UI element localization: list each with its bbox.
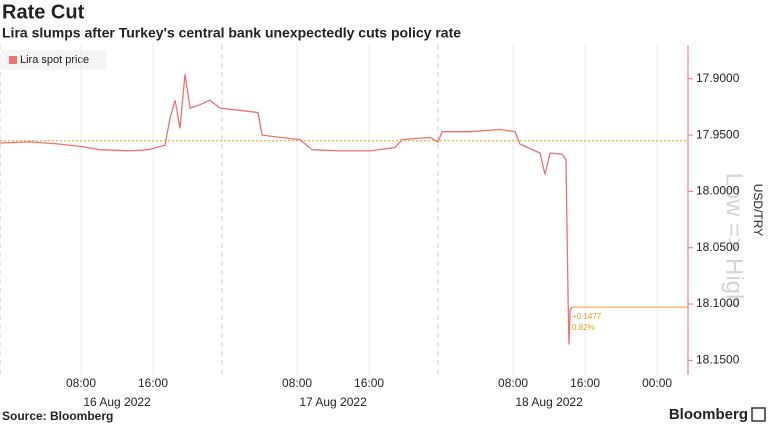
x-tick-label: 08:00 [498,376,528,390]
x-tick-label: 16:00 [570,376,600,390]
x-tick-label: 08:00 [66,376,96,390]
direction-label: Low => High [721,173,748,308]
logo: Bloomberg [669,406,748,423]
y-axis-label: USD/TRY [751,184,765,236]
x-tick-label: 00:00 [642,376,672,390]
legend-box [2,50,106,70]
chart-subtitle: Lira slumps after Turkey's central bank … [2,25,461,41]
y-tick-label: 18.0500 [696,240,740,254]
x-tick-label: 16:00 [354,376,384,390]
y-tick-label: 18.1500 [696,353,740,367]
x-date-label: 17 Aug 2022 [299,395,367,409]
y-tick-label: 18.0000 [696,184,740,198]
y-tick-label: 17.9000 [696,71,740,85]
legend-swatch [9,56,17,64]
x-tick-label: 16:00 [138,376,168,390]
legend: Lira spot price [2,50,106,70]
y-tick-label: 18.1000 [696,296,740,310]
legend-label: Lira spot price [20,54,89,66]
price-line [0,74,573,345]
chart-title: Rate Cut [2,1,85,23]
x-date-label: 18 Aug 2022 [515,395,583,409]
x-tick-label: 08:00 [282,376,312,390]
last-value-annotation: 0.82% [572,323,595,332]
logo-icon [751,407,766,422]
source: Source: Bloomberg [2,409,113,423]
x-date-label: 16 Aug 2022 [83,395,151,409]
last-value-annotation: +0.1477 [572,312,602,321]
y-tick-label: 17.9500 [696,127,740,141]
